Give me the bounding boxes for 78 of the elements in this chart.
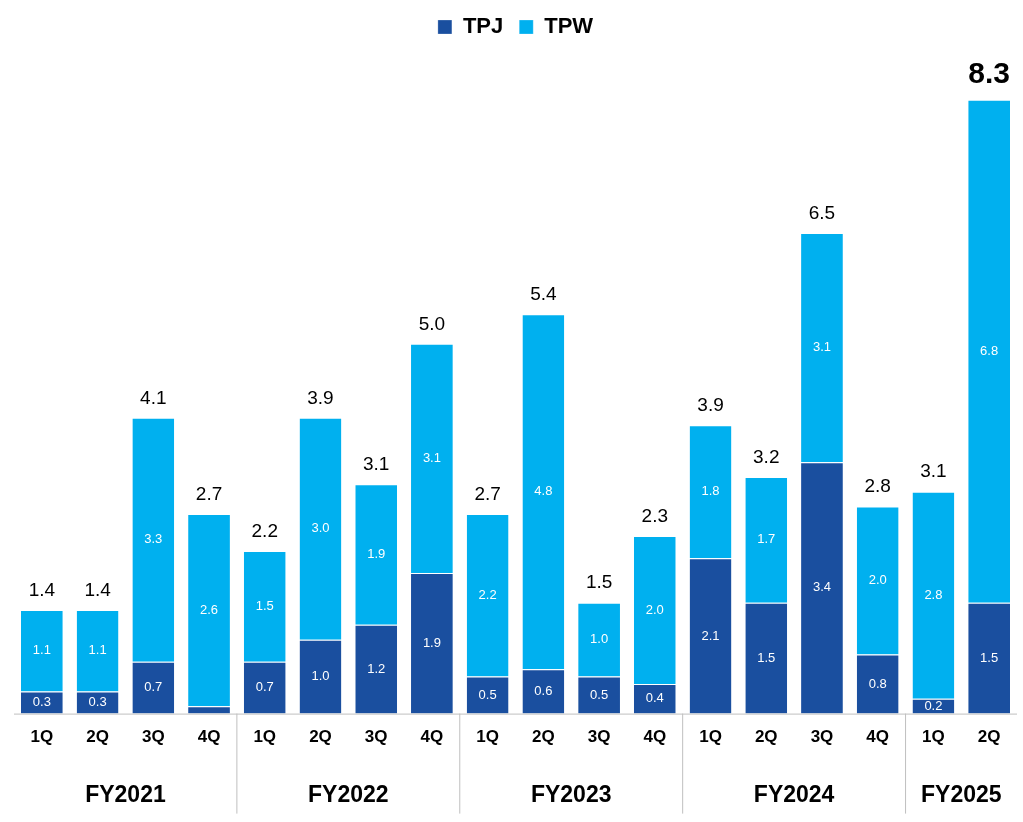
data-label: 0.3 (88, 694, 107, 710)
x-tick-label: 2Q (532, 727, 555, 747)
total-label: 5.0 (418, 312, 446, 334)
x-tick-label: 3Q (587, 727, 611, 747)
data-label: 1.0 (590, 631, 609, 647)
data-label: 0.5 (478, 686, 497, 702)
data-label: 1.9 (422, 634, 441, 650)
x-tick-label: 4Q (420, 727, 444, 747)
data-label: 0.8 (868, 675, 887, 691)
text: FY2025 (921, 780, 1002, 807)
x-tick-label: 4Q (197, 727, 221, 747)
total-label: 2.8 (864, 475, 891, 497)
data-label: 1.0 (311, 668, 330, 684)
total-label: 1.4 (84, 578, 112, 600)
data-label: 0.7 (255, 679, 274, 695)
data-label: 1.2 (367, 660, 386, 676)
x-tick-label: 3Q (810, 727, 834, 747)
legend-label: TPW (544, 13, 594, 39)
data-label: 1.1 (88, 642, 107, 658)
data-label: 1.1 (32, 642, 51, 658)
data-label: 1.7 (757, 531, 776, 547)
data-label: 2.8 (924, 586, 943, 602)
data-label: 2.0 (868, 572, 887, 588)
total-label: 8.3 (968, 56, 1010, 90)
total-label: 3.9 (307, 386, 334, 408)
total-label: 5.4 (530, 282, 557, 304)
data-label: 0.4 (645, 690, 664, 706)
total-label: 3.9 (697, 393, 724, 415)
data-label: 6.8 (980, 342, 999, 358)
total-label: 3.1 (920, 460, 947, 482)
total-label: 6.5 (808, 201, 836, 223)
total-label: 2.7 (195, 482, 223, 504)
x-tick-label: 1Q (922, 727, 945, 747)
text: FY2021 (85, 780, 166, 807)
total-label: 1.4 (28, 578, 56, 600)
x-tick-label: 2Q (309, 727, 332, 747)
x-tick-label: 3Q (141, 727, 165, 747)
data-label: 3.0 (311, 520, 330, 536)
x-tick-label: 2Q (754, 727, 778, 747)
x-tick-label: 1Q (253, 727, 277, 747)
x-tick-label: 1Q (30, 727, 54, 747)
data-label: 0.5 (590, 686, 609, 702)
text: FY2022 (308, 780, 389, 807)
data-label: 0.7 (144, 679, 163, 695)
data-label: 0.3 (32, 694, 51, 710)
total-label: 4.1 (140, 386, 167, 408)
x-tick-label: 1Q (476, 727, 499, 747)
x-tick-label: 4Q (643, 727, 667, 747)
data-label: 1.5 (255, 597, 274, 613)
x-tick-label: 3Q (364, 727, 388, 747)
data-label: 2.0 (645, 601, 664, 617)
data-label: 1.5 (980, 649, 999, 665)
x-tick-label: 4Q (866, 727, 890, 747)
data-label: 1.5 (757, 649, 776, 665)
data-label: 2.2 (478, 586, 497, 602)
data-label: 3.1 (812, 339, 832, 355)
total-label: 3.2 (753, 445, 780, 467)
total-label: 3.1 (362, 453, 390, 475)
data-label: 1.9 (367, 546, 386, 562)
data-label: 1.8 (701, 483, 720, 499)
data-label: 0.6 (534, 682, 553, 698)
data-label: 2.1 (701, 627, 720, 643)
data-label: 3.1 (422, 450, 441, 466)
x-tick-label: 2Q (86, 727, 109, 747)
x-tick-label: 2Q (977, 727, 1001, 747)
text: FY2024 (753, 780, 835, 807)
total-label: 2.7 (474, 482, 501, 504)
data-label: 3.4 (812, 579, 832, 595)
total-label: 2.3 (641, 504, 669, 526)
legend-label: TPJ (462, 13, 504, 39)
total-label: 2.2 (251, 519, 278, 541)
total-label: 1.5 (585, 571, 613, 593)
data-label: 2.6 (199, 601, 219, 617)
data-label: 4.8 (534, 483, 553, 499)
data-label: 0.2 (924, 697, 943, 713)
x-tick-label: 1Q (699, 727, 722, 747)
data-label: 3.3 (144, 531, 163, 547)
text: FY2023 (530, 780, 612, 807)
